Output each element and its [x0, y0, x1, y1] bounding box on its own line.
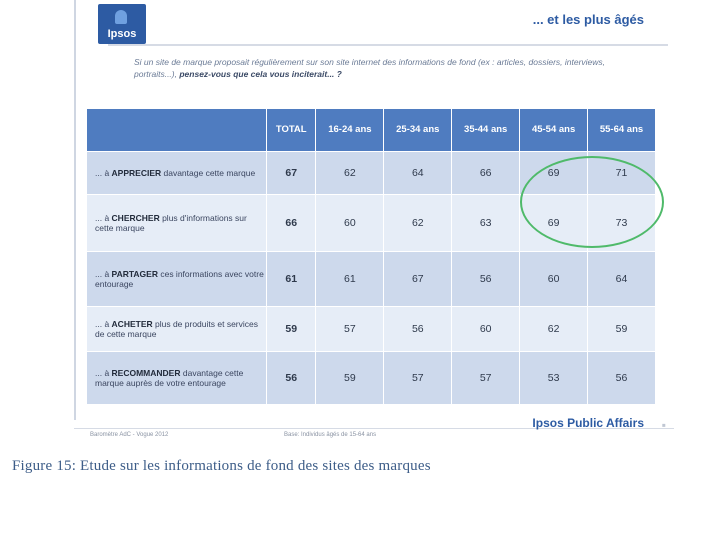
header-blank-cell: [87, 109, 266, 151]
title-divider: [108, 44, 668, 46]
cell-total: 66: [267, 195, 316, 251]
footer-base: Base: Individus âgés de 15-64 ans: [284, 432, 377, 438]
row-label: ... à PARTAGER ces informations avec vot…: [87, 252, 266, 306]
cell-value: 64: [588, 252, 655, 306]
slide-left-rule: [74, 0, 76, 420]
figure-caption: Figure 15: Etude sur les informations de…: [12, 458, 431, 474]
cell-value: 57: [452, 352, 520, 404]
table-row: ... à ACHETER plus de produits et servic…: [87, 307, 655, 351]
table-header-row: TOTAL 16-24 ans 25-34 ans 35-44 ans 45-5…: [87, 109, 655, 151]
highlight-ellipse: [520, 156, 664, 248]
question-bold: pensez-vous que cela vous inciterait... …: [179, 69, 342, 79]
cell-total: 59: [267, 307, 316, 351]
header-age-35-44: 35-44 ans: [452, 109, 520, 151]
table-row: ... à PARTAGER ces informations avec vot…: [87, 252, 655, 306]
cell-value: 63: [452, 195, 520, 251]
header-age-45-54: 45-54 ans: [520, 109, 588, 151]
cell-value: 53: [520, 352, 588, 404]
header-age-55-64: 55-64 ans: [588, 109, 655, 151]
row-label: ... à CHERCHER plus d'informations sur c…: [87, 195, 266, 251]
brand-dots: ▪: [661, 418, 666, 432]
cell-value: 60: [452, 307, 520, 351]
cell-value: 60: [316, 195, 384, 251]
cell-value: 56: [452, 252, 520, 306]
cell-value: 57: [316, 307, 384, 351]
cell-value: 56: [588, 352, 655, 404]
cell-value: 64: [384, 152, 452, 194]
cell-value: 57: [384, 352, 452, 404]
results-table: TOTAL 16-24 ans 25-34 ans 35-44 ans 45-5…: [86, 108, 656, 405]
cell-value: 62: [316, 152, 384, 194]
survey-question: Si un site de marque proposait régulière…: [134, 56, 634, 80]
logo-text: Ipsos: [107, 28, 137, 40]
cell-value: 56: [384, 307, 452, 351]
cell-value: 62: [520, 307, 588, 351]
footer-divider: [74, 428, 674, 429]
cell-value: 61: [316, 252, 384, 306]
logo-mark-icon: [115, 10, 127, 24]
footer-source: Baromètre AdC - Vogue 2012: [90, 432, 169, 438]
slide-title: ... et les plus âgés: [532, 12, 644, 27]
table-row: ... à RECOMMANDER davantage cette marque…: [87, 352, 655, 404]
row-label: ... à APPRECIER davantage cette marque: [87, 152, 266, 194]
cell-value: 60: [520, 252, 588, 306]
header-age-16-24: 16-24 ans: [316, 109, 384, 151]
cell-value: 66: [452, 152, 520, 194]
cell-value: 62: [384, 195, 452, 251]
brand-label: Ipsos Public Affairs: [532, 416, 644, 430]
row-label: ... à ACHETER plus de produits et servic…: [87, 307, 266, 351]
row-label: ... à RECOMMANDER davantage cette marque…: [87, 352, 266, 404]
cell-total: 61: [267, 252, 316, 306]
cell-value: 59: [316, 352, 384, 404]
cell-total: 56: [267, 352, 316, 404]
presentation-slide: Ipsos ... et les plus âgés Si un site de…: [74, 0, 674, 445]
cell-total: 67: [267, 152, 316, 194]
cell-value: 67: [384, 252, 452, 306]
cell-value: 59: [588, 307, 655, 351]
header-total: TOTAL: [267, 109, 316, 151]
header-age-25-34: 25-34 ans: [384, 109, 452, 151]
question-text: Si un site de marque proposait régulière…: [134, 57, 606, 79]
ipsos-logo: Ipsos: [98, 4, 146, 44]
